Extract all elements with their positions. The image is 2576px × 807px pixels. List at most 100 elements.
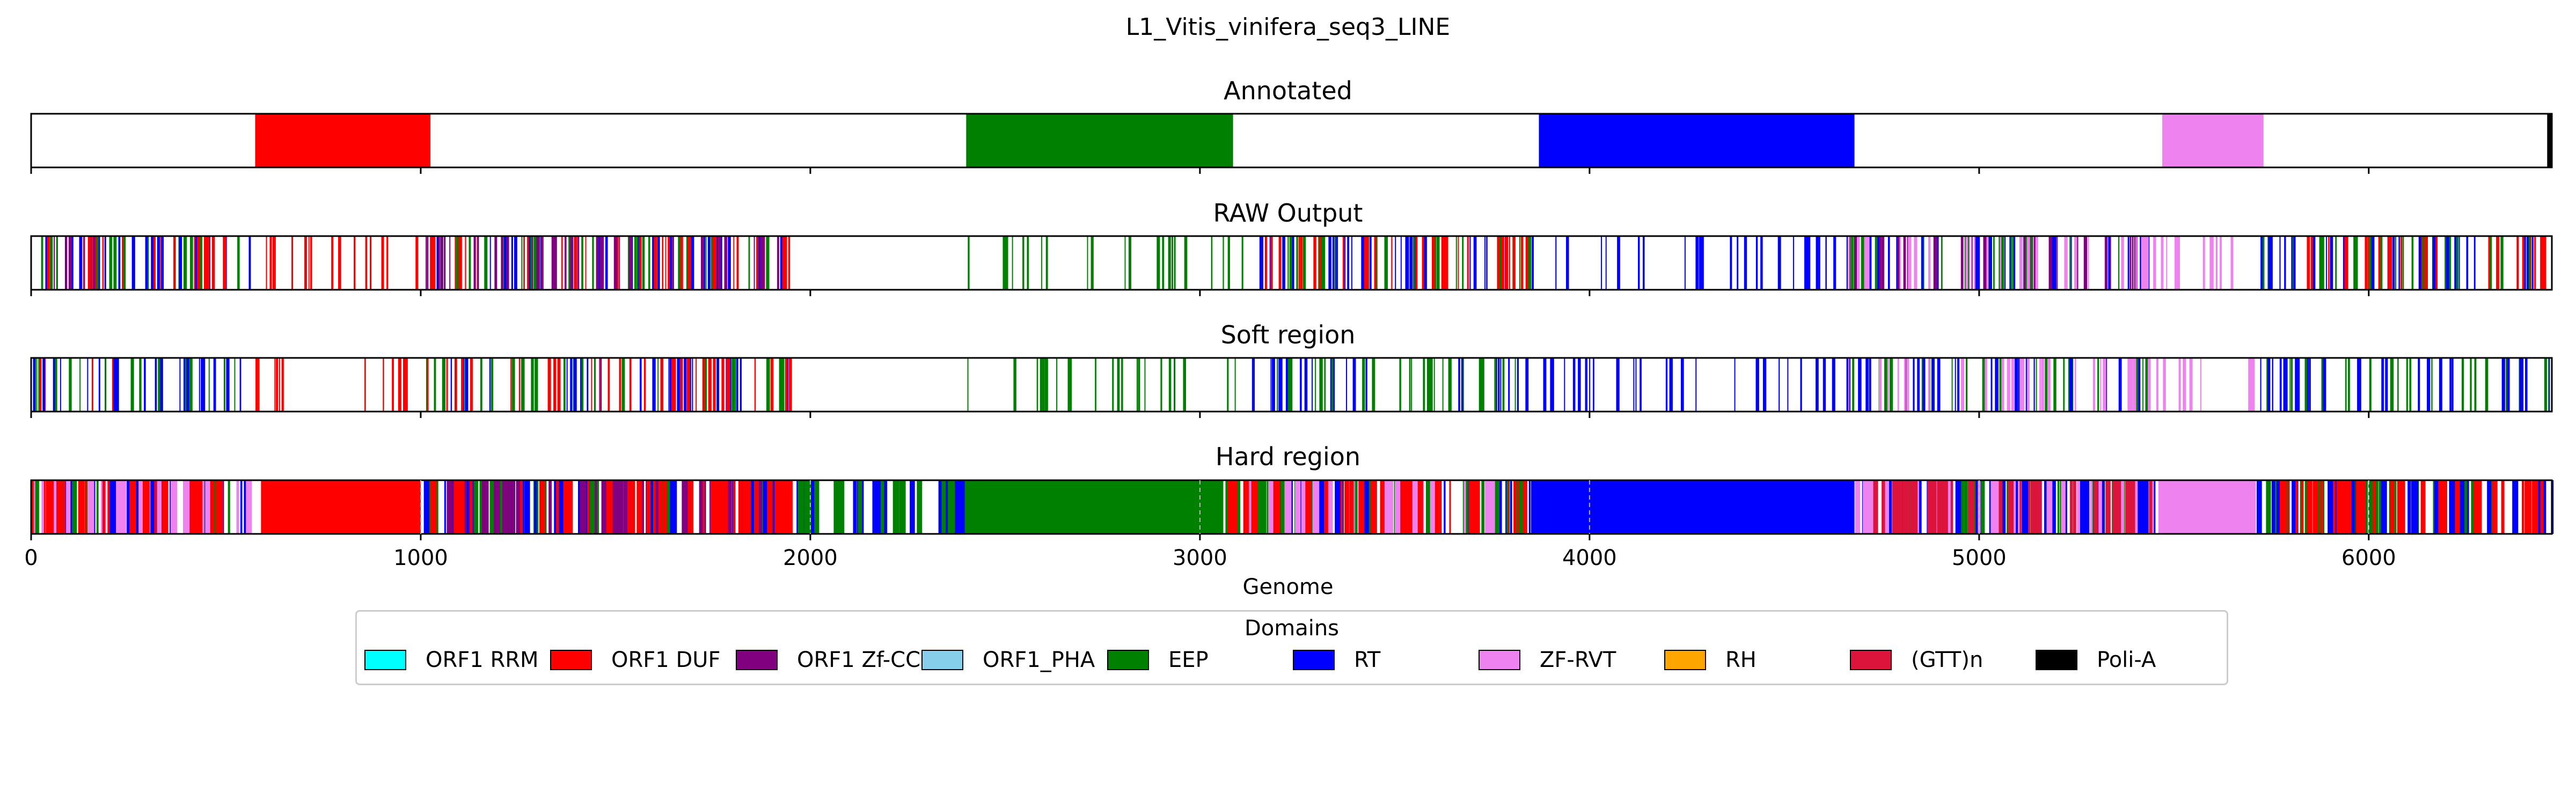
stripe-orf1-duf	[2501, 480, 2505, 534]
stripe-orf1-duf	[639, 236, 642, 290]
stripe-eep	[1850, 236, 1854, 290]
stripe-eep	[1184, 236, 1188, 290]
stripe-rt	[104, 236, 106, 290]
stripe-eep	[2304, 358, 2308, 412]
stripe-zf-rvt	[2000, 236, 2002, 290]
stripe-rt	[2512, 480, 2519, 534]
stripe-zf-rvt	[1965, 236, 1968, 290]
stripe-orf1-duf	[665, 236, 667, 290]
stripe-rt	[1299, 358, 1302, 412]
stripe-eep	[806, 480, 811, 534]
stripe-zf-rvt	[1485, 480, 1490, 534]
stripe-eep	[642, 236, 645, 290]
stripe-rt	[1510, 480, 1512, 534]
stripe-eep	[2445, 236, 2447, 290]
legend-item: (GTT)n	[1850, 645, 1983, 675]
stripe-rt	[736, 358, 738, 412]
legend-item: RH	[1664, 645, 1757, 675]
stripe-rt	[2291, 236, 2293, 290]
stripe-eep	[2262, 236, 2265, 290]
stripe-orf1-zf-cchc	[91, 236, 92, 290]
stripe-rt	[2487, 480, 2492, 534]
stripe-orf1-zf-cchc	[481, 480, 489, 534]
stripe-eep	[648, 236, 650, 290]
stripe-eep	[634, 236, 636, 290]
stripe-orf1-zf-cchc	[553, 236, 557, 290]
stripe-orf1-duf	[774, 480, 781, 534]
stripe-rt	[1270, 358, 1272, 412]
stripe-rt	[145, 236, 148, 290]
stripe-zf-rvt	[1887, 358, 1889, 412]
stripe-zf-rvt	[1856, 236, 1860, 290]
stripe-orf1-duf	[1435, 480, 1441, 534]
stripe-rt	[939, 480, 944, 534]
stripe-rt	[2004, 236, 2006, 290]
stripe-orf1-duf	[599, 358, 601, 412]
stripe-orf1-duf	[688, 480, 694, 534]
stripe-rt	[1406, 236, 1409, 290]
stripe-eep	[2069, 236, 2071, 290]
stripe-eep	[1095, 358, 1096, 412]
stripe--gtt-n	[2019, 480, 2022, 534]
stripe-eep	[2090, 480, 2096, 534]
stripe-rt	[2269, 236, 2273, 290]
stripe-orf1-duf	[1273, 480, 1278, 534]
stripe-rt	[1500, 358, 1502, 412]
stripe-orf1-duf	[427, 358, 429, 412]
stripe-zf-rvt	[1862, 480, 1869, 534]
segment-eep	[974, 480, 1224, 534]
stripe-orf1-duf	[331, 236, 334, 290]
stripe--gtt-n	[2129, 480, 2135, 534]
stripe-eep	[199, 236, 202, 290]
stripe-rt	[1974, 236, 1978, 290]
stripe-orf1-duf	[2345, 236, 2348, 290]
stripe-eep	[1433, 358, 1435, 412]
stripe-rt	[2467, 480, 2469, 534]
stripe-rt	[135, 480, 139, 534]
stripe-rt	[2432, 236, 2436, 290]
stripe-zf-rvt	[41, 480, 45, 534]
stripe-rt	[248, 236, 251, 290]
stripe-eep	[1157, 236, 1160, 290]
stripe--gtt-n	[1899, 480, 1903, 534]
stripe-zf-rvt	[2178, 358, 2181, 412]
track-title: Annotated	[1224, 76, 1352, 105]
stripe-orf1-duf	[208, 236, 210, 290]
stripe-eep	[189, 358, 192, 412]
stripe-orf1-duf	[364, 358, 366, 412]
stripe-rt	[2371, 236, 2375, 290]
legend-swatch	[1850, 650, 1892, 670]
stripe-orf1-duf	[470, 480, 472, 534]
stripe-eep	[530, 236, 533, 290]
stripe-rt	[70, 480, 72, 534]
stripe-orf1-zf-cchc	[619, 236, 620, 290]
track-title: Hard region	[1216, 442, 1360, 471]
stripe-rt	[2455, 236, 2456, 290]
stripe-zf-rvt	[2176, 236, 2180, 290]
stripe-zf-rvt	[2215, 236, 2218, 290]
stripe-orf1-duf	[519, 480, 523, 534]
stripe-zf-rvt	[1867, 480, 1871, 534]
stripe-rt	[1424, 236, 1427, 290]
stripe-zf-rvt	[1294, 480, 1301, 534]
stripe-rt	[2382, 480, 2386, 534]
stripe-orf1-duf	[132, 480, 136, 534]
stripe-rt	[1977, 236, 1980, 290]
legend-item: ORF1 Zf-CCHC	[736, 645, 952, 675]
stripe-eep	[2379, 480, 2383, 534]
stripe-eep	[1260, 480, 1267, 534]
stripe-zf-rvt	[2230, 236, 2234, 290]
stripe-eep	[2395, 236, 2396, 290]
x-tick-label: 3000	[1173, 546, 1227, 570]
stripe-eep	[56, 236, 58, 290]
stripe-orf1-duf	[733, 236, 735, 290]
stripe-eep	[2319, 236, 2321, 290]
stripe-rt	[954, 480, 961, 534]
stripe-rt	[684, 358, 687, 412]
legend-swatch	[736, 650, 778, 670]
stripe-eep	[109, 236, 113, 290]
stripe-rt	[113, 358, 116, 412]
stripe-orf1-zf-cchc	[595, 480, 597, 534]
stripe-rt	[1635, 358, 1637, 412]
stripe-zf-rvt	[236, 480, 239, 534]
